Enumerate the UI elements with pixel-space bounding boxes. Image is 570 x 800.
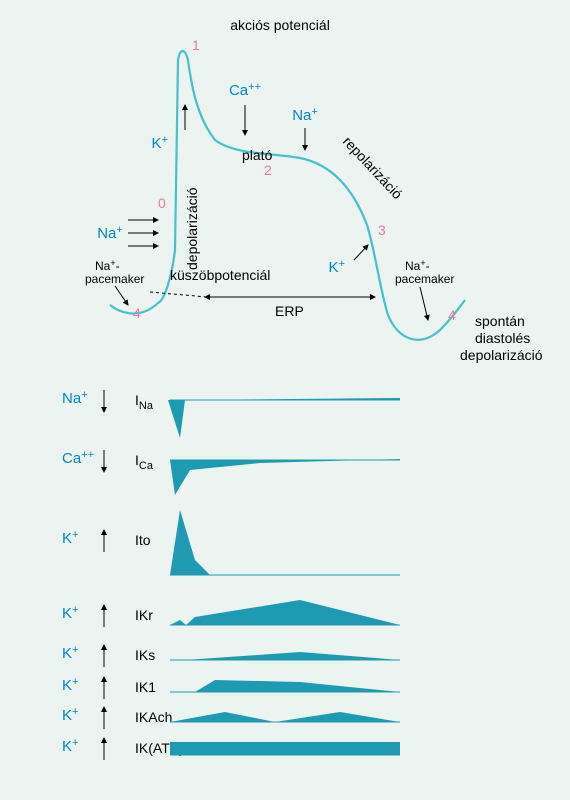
- current-shape-6: [170, 712, 400, 722]
- current-shape-2: [170, 510, 400, 575]
- plateau-label: plató: [242, 147, 273, 163]
- na-top: Na+: [292, 106, 318, 124]
- k-right: K+: [329, 258, 345, 276]
- na-left: Na+: [97, 224, 123, 242]
- na-pm-left-1: Na+-: [95, 258, 120, 273]
- phase-3: 3: [378, 222, 386, 238]
- current-ion-3: K+: [62, 604, 78, 622]
- current-ion-1: Ca++: [62, 449, 94, 467]
- currents-group: Na+ INa Ca++ ICa K+ Ito K+ IKr K+ IKs K+ IK1 K+ IKAch…: [62, 389, 400, 760]
- current-ion-2: K+: [62, 529, 78, 547]
- current-ion-4: K+: [62, 644, 78, 662]
- spontan-2: diastolés: [475, 330, 530, 346]
- ca-label: Ca++: [229, 81, 261, 99]
- depol-label: depolarizáció: [184, 187, 200, 270]
- phase-4b: 4: [448, 307, 456, 323]
- phase-4a: 4: [133, 305, 141, 321]
- current-label-3: IKr: [135, 607, 153, 623]
- current-label-1: ICa: [135, 452, 154, 472]
- threshold-dash: [150, 292, 207, 297]
- na-pm-left-arrow: [115, 286, 128, 305]
- current-shape-1: [170, 459, 400, 495]
- current-shape-4: [185, 652, 400, 660]
- k-right-arrow: [354, 245, 368, 260]
- erp-label: ERP: [275, 303, 304, 319]
- ap-diagram: akciós potenciál 1 0 2 3 4 4 K+ Ca++ Na+…: [0, 0, 570, 800]
- phase-2: 2: [264, 162, 272, 178]
- na-pm-right-1: Na+-: [405, 258, 430, 273]
- phase-1: 1: [192, 37, 200, 53]
- current-ion-7: K+: [62, 737, 78, 755]
- current-shape-3: [170, 600, 400, 625]
- na-pm-right-arrow: [420, 287, 428, 320]
- current-shape-7: [170, 742, 400, 755]
- current-label-6: IKAch: [135, 709, 172, 725]
- current-label-2: Ito: [135, 532, 151, 548]
- spontan-3: depolarizáció: [460, 347, 543, 363]
- na-pm-left-2: pacemaker: [85, 272, 144, 286]
- current-label-4: IKs: [135, 647, 155, 663]
- current-shape-5: [170, 680, 400, 692]
- na-pm-right-2: pacemaker: [395, 272, 454, 286]
- k-left: K+: [152, 134, 168, 152]
- current-label-0: INa: [135, 392, 154, 412]
- threshold-label: küszöbpotenciál: [170, 267, 270, 283]
- spontan-1: spontán: [475, 313, 525, 329]
- current-shape-0: [168, 398, 400, 438]
- current-ion-5: K+: [62, 676, 78, 694]
- current-ion-0: Na+: [62, 389, 88, 407]
- current-label-5: IK1: [135, 679, 156, 695]
- current-ion-6: K+: [62, 706, 78, 724]
- phase-0: 0: [158, 195, 166, 211]
- title: akciós potenciál: [230, 17, 330, 33]
